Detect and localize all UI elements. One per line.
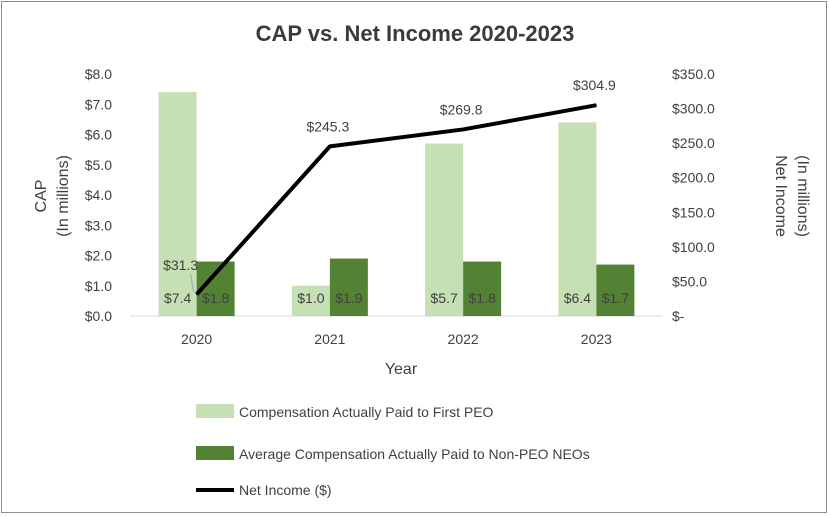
bar	[463, 261, 502, 316]
x-tick-label: 2022	[448, 331, 479, 347]
left-axis-label-line1: CAP	[33, 180, 50, 213]
left-tick-label: $3.0	[85, 217, 112, 233]
left-axis-label: CAP (In millions)	[33, 155, 72, 237]
line-point	[595, 104, 597, 106]
bar-data-label: $6.4	[564, 290, 591, 306]
legend-label: Average Compensation Actually Paid to No…	[239, 446, 590, 462]
bar-data-label: $1.0	[297, 290, 324, 306]
right-tick-labels: $- $50.0 $100.0 $150.0 $200.0 $250.0 $300.0 $35…	[672, 66, 715, 324]
x-axis-label: Year	[385, 361, 418, 378]
bar-data-labels: $7.4 $1.0 $5.7 $6.4 $1.8 $1.9 $1.8 $1.7	[164, 290, 629, 306]
bar-data-label: $1.9	[335, 290, 362, 306]
left-tick-labels: $0.0 $1.0 $2.0 $3.0 $4.0 $5.0 $6.0 $7.0 $8.0	[85, 66, 112, 324]
x-tick-labels: 2020 2021 2022 2023	[181, 331, 612, 347]
legend: Compensation Actually Paid to First PEO A…	[196, 404, 590, 498]
bar	[291, 285, 330, 316]
legend-label: Net Income ($)	[239, 482, 332, 498]
right-tick-label: $300.0	[672, 101, 715, 117]
bar-data-label: $1.8	[202, 290, 229, 306]
right-tick-label: $350.0	[672, 66, 715, 82]
line-point	[329, 145, 331, 147]
legend-swatch	[196, 446, 234, 460]
line-data-label: $31.3	[163, 257, 198, 273]
bar-data-label: $5.7	[431, 290, 458, 306]
bar	[425, 143, 464, 316]
right-tick-label: $150.0	[672, 204, 715, 220]
legend-swatch	[196, 404, 234, 418]
line-point	[196, 293, 198, 295]
bar-series	[158, 92, 635, 317]
left-tick-label: $6.0	[85, 127, 112, 143]
line-point	[462, 128, 464, 130]
line-data-label: $304.9	[573, 77, 616, 93]
right-tick-label: $250.0	[672, 135, 715, 151]
right-axis-label-line2: (In millions)	[794, 155, 811, 237]
right-axis-label-line1: Net Income	[772, 155, 789, 237]
net-income-line	[195, 103, 597, 296]
bar-data-label: $1.7	[602, 290, 629, 306]
left-tick-label: $1.0	[85, 278, 112, 294]
line-series	[195, 103, 597, 296]
bar	[558, 122, 597, 317]
x-tick-label: 2023	[581, 331, 612, 347]
bar-data-label: $7.4	[164, 290, 191, 306]
left-tick-label: $0.0	[85, 308, 112, 324]
x-tick-label: 2021	[314, 331, 345, 347]
label-leader-line	[190, 273, 195, 293]
bar	[596, 264, 635, 316]
left-tick-label: $7.0	[85, 96, 112, 112]
right-tick-label: $50.0	[672, 273, 707, 289]
line-data-label: $245.3	[306, 118, 349, 134]
left-axis-label-line2: (In millions)	[55, 155, 72, 237]
right-tick-label: $100.0	[672, 239, 715, 255]
right-tick-label: $200.0	[672, 170, 715, 186]
left-tick-label: $8.0	[85, 66, 112, 82]
x-tick-label: 2020	[181, 331, 212, 347]
legend-label: Compensation Actually Paid to First PEO	[239, 404, 494, 420]
line-data-labels: $31.3 $245.3 $269.8 $304.9	[163, 77, 616, 293]
right-axis-label: Net Income (In millions)	[772, 155, 811, 237]
bar	[329, 258, 368, 316]
chart-title: CAP vs. Net Income 2020-2023	[256, 21, 575, 46]
line-data-label: $269.8	[440, 101, 483, 117]
bar	[158, 92, 197, 317]
left-tick-label: $5.0	[85, 157, 112, 173]
bar-data-label: $1.8	[469, 290, 496, 306]
right-tick-label: $-	[672, 308, 685, 324]
left-tick-label: $2.0	[85, 248, 112, 264]
left-tick-label: $4.0	[85, 187, 112, 203]
